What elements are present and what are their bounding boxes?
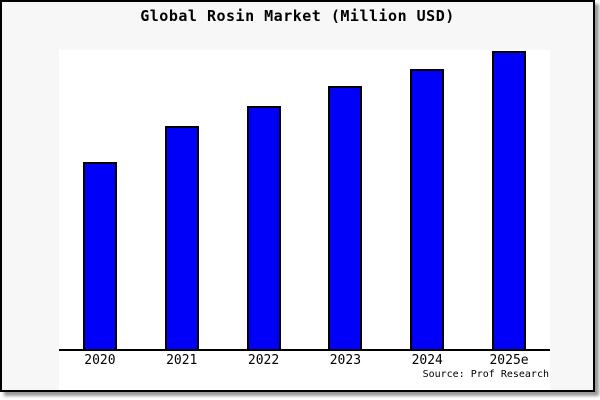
bar-slot (59, 50, 141, 350)
bar-2021 (164, 126, 199, 350)
x-tick-label-2025e: 2025e (489, 353, 529, 368)
bar-2023 (328, 86, 363, 350)
bars-row (59, 50, 550, 350)
bar-2024 (410, 69, 445, 350)
bar-2025e (492, 51, 527, 350)
x-tick-label-2022: 2022 (247, 353, 280, 368)
bar-slot (304, 50, 386, 350)
chart-frame: Global Rosin Market (Million USD) 2020 20… (0, 0, 595, 392)
bar-slot (141, 50, 223, 350)
chart-title: Global Rosin Market (Million USD) (140, 7, 455, 25)
x-tick-label-2023: 2023 (329, 353, 362, 368)
bar-slot (223, 50, 305, 350)
x-tick-labels-row: 2020 2021 2022 2023 2024 2025e (59, 354, 550, 368)
x-tick-label-2020: 2020 (84, 353, 116, 368)
bar-slot (386, 50, 468, 350)
bar-2020 (82, 162, 117, 350)
source-note: Source: Prof Research (422, 369, 549, 380)
x-axis-line (59, 349, 550, 351)
bar-2022 (246, 106, 281, 350)
plot-area: 2020 2021 2022 2023 2024 2025e Source: Prof R… (59, 50, 550, 390)
x-tick-label-2021: 2021 (166, 353, 198, 368)
bar-slot (468, 50, 550, 350)
x-tick-label-2024: 2024 (411, 353, 443, 368)
